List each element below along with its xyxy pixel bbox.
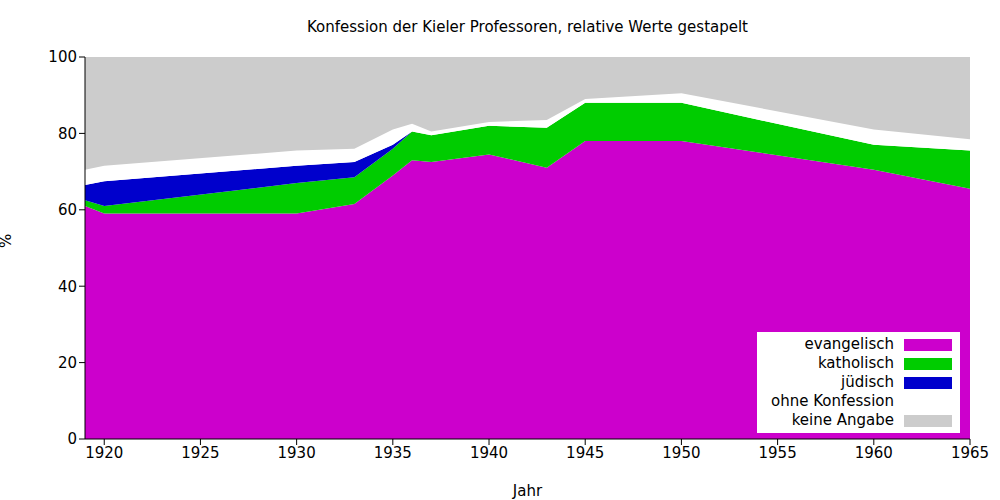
svg-text:40: 40 [58, 278, 77, 296]
svg-text:1955: 1955 [759, 444, 797, 462]
svg-text:1940: 1940 [470, 444, 508, 462]
svg-text:1935: 1935 [374, 444, 412, 462]
html-text:evangelisch: evangelisch [804, 335, 894, 353]
svg-text:1920: 1920 [85, 444, 123, 462]
svg-text:%: % [8, 234, 15, 248]
svg-text:100: 100 [48, 48, 77, 66]
html-text:jüdisch: jüdisch [841, 373, 894, 391]
html-text:katholisch: katholisch [817, 354, 894, 372]
svg-text:1945: 1945 [566, 444, 604, 462]
svg-text:Jahr: Jahr [512, 482, 543, 500]
svg-text:1930: 1930 [278, 444, 316, 462]
html-text:ohne Konfession: ohne Konfession [771, 392, 894, 410]
html-text:keine Angabe: keine Angabe [791, 411, 894, 429]
svg-text:1925: 1925 [181, 444, 219, 462]
svg-text:20: 20 [58, 354, 77, 372]
svg-text:80: 80 [58, 125, 77, 143]
html-text:Konfession der Kieler Professo: Konfession der Kieler Professoren, relat… [307, 18, 748, 36]
svg-text:0: 0 [67, 430, 77, 448]
svg-text:1950: 1950 [662, 444, 700, 462]
svg-text:60: 60 [58, 201, 77, 219]
svg-text:1960: 1960 [855, 444, 893, 462]
svg-text:1965: 1965 [951, 444, 989, 462]
